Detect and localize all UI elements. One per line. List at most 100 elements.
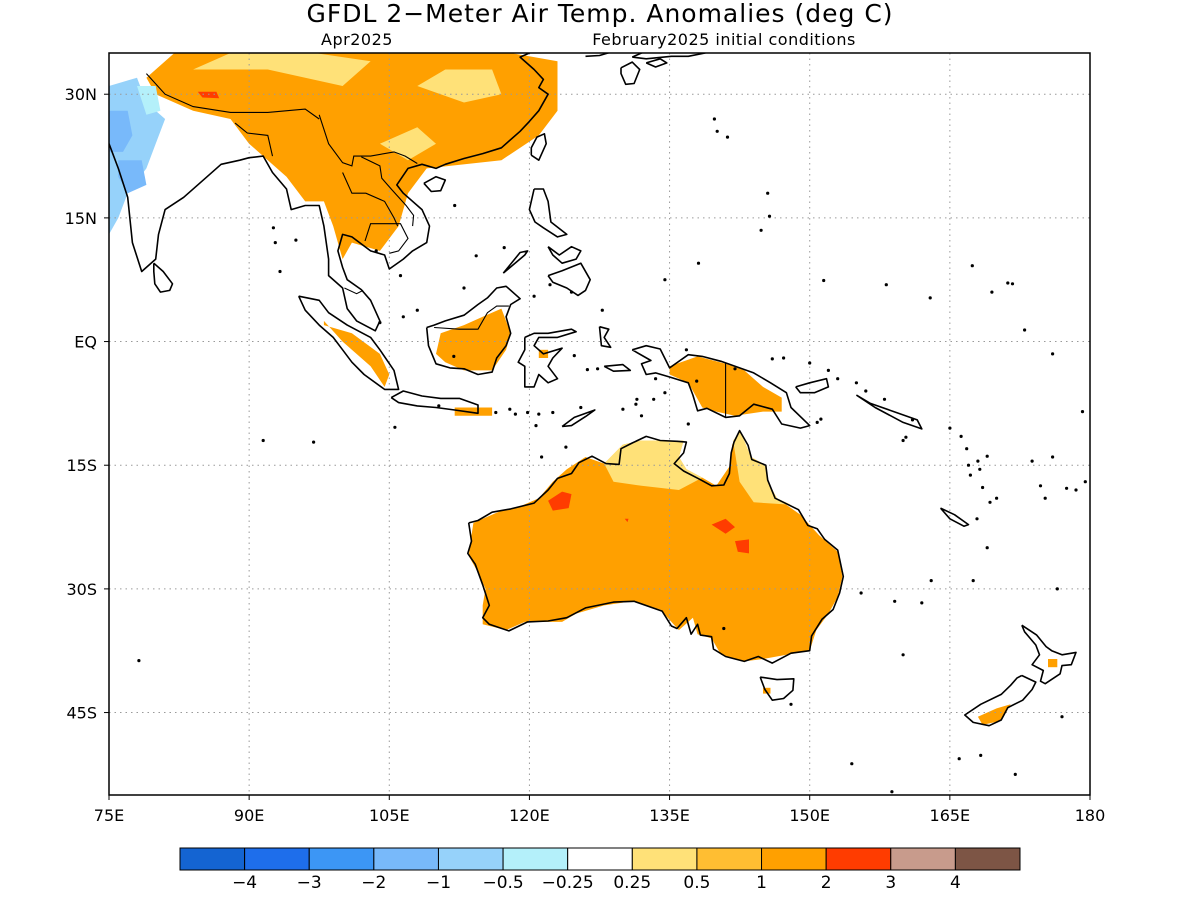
anomaly-region-nz-north: [1048, 659, 1058, 668]
island-mark: [959, 434, 963, 438]
colorbar-label: −0.5: [482, 873, 523, 893]
valid-month-label: Apr2025: [321, 30, 393, 49]
island-mark: [981, 485, 985, 490]
colorbar-label: 3: [885, 873, 896, 893]
china-india-border: [145, 73, 320, 120]
y-tick-label: 15N: [65, 209, 97, 228]
colorbar-swatch: [179, 847, 246, 871]
island-mark: [537, 412, 541, 416]
island-mark: [975, 517, 979, 521]
island-mark: [401, 315, 405, 319]
island-mark: [378, 321, 382, 325]
x-tick-label: 75E: [94, 806, 124, 825]
asia-mainland-coast: [109, 53, 549, 332]
bangladesh-border: [234, 122, 274, 157]
island-mark: [294, 238, 298, 242]
island-mark: [508, 407, 512, 411]
island-mark: [654, 377, 658, 381]
island-mark: [1051, 455, 1055, 459]
anomaly-region-tibet-high: [193, 53, 371, 86]
island-mark: [548, 283, 552, 287]
gridlines: [109, 53, 1090, 795]
island-mark: [1023, 328, 1027, 332]
philippines-visayas: [547, 245, 582, 265]
new-caledonia-coast: [939, 507, 970, 528]
sri-lanka-coast: [153, 262, 174, 293]
y-tick-label: 15S: [66, 456, 97, 475]
korea-coast: [585, 53, 619, 58]
colorbar-label: −4: [232, 873, 257, 893]
taiwan-coast: [530, 133, 548, 161]
x-tick-label: 90E: [234, 806, 264, 825]
anomaly-region-aus-kimberley-hot: [548, 491, 572, 511]
island-mark: [957, 757, 961, 761]
island-mark: [901, 653, 905, 657]
anomaly-region-india-cool-3: [118, 160, 147, 194]
sulawesi-coast: [517, 328, 577, 388]
anomaly-region-sumatra: [323, 320, 390, 387]
island-mark: [759, 228, 763, 232]
colorbar: −4 −3 −2 −1 −0.5 −0.25 0.25 0.5 1 2 3 4: [179, 847, 1021, 893]
islands-layer: [137, 117, 1087, 794]
island-mark: [850, 762, 854, 766]
x-tick-label: 165E: [930, 806, 971, 825]
island-mark: [815, 420, 819, 424]
island-mark: [585, 368, 590, 372]
island-mark: [532, 294, 536, 298]
island-mark: [1043, 496, 1047, 500]
anomaly-region-india-cool-2: [109, 110, 133, 152]
colorbar-swatch: [825, 847, 892, 871]
anomaly-region-aus-nt-hot: [624, 518, 629, 523]
y-tick-label: 30N: [65, 85, 97, 104]
island-mark: [901, 438, 905, 443]
island-mark: [1083, 480, 1087, 484]
island-mark: [462, 286, 466, 290]
island-mark: [686, 422, 690, 426]
myanmar-border: [318, 114, 418, 167]
y-tick-label: 30S: [66, 580, 97, 599]
island-mark: [770, 357, 774, 361]
island-mark: [398, 274, 403, 278]
island-mark: [826, 368, 831, 372]
island-mark: [985, 546, 989, 550]
colorbar-label: −0.25: [542, 873, 594, 893]
island-mark: [976, 459, 980, 463]
philippines-luzon: [528, 188, 568, 238]
island-mark: [968, 473, 973, 477]
anomaly-region-java-bali: [454, 407, 493, 416]
colorbar-label: 2: [821, 873, 832, 893]
anomaly-region-asia-mainland: [146, 53, 558, 260]
colorbar-label: 0.25: [613, 873, 651, 893]
island-mark: [652, 397, 656, 401]
colorbar-swatch: [244, 847, 310, 871]
island-mark: [1006, 281, 1010, 285]
island-mark: [948, 426, 952, 430]
island-mark: [684, 348, 689, 352]
colorbar-swatch: [696, 847, 763, 871]
island-mark: [1010, 282, 1015, 286]
island-mark: [854, 381, 859, 385]
island-mark: [733, 367, 737, 371]
nz-north-coast: [1021, 624, 1077, 685]
initial-conditions-label: February2025 initial conditions: [592, 30, 856, 49]
borders-layer: [145, 73, 727, 417]
island-mark: [278, 269, 282, 274]
philippines-palawan: [502, 250, 529, 274]
latitude-axis: 30N 15N EQ 15S 30S 45S: [65, 85, 109, 723]
island-mark: [1080, 410, 1085, 414]
tasmania-coast: [759, 676, 795, 702]
island-mark: [1038, 484, 1043, 488]
japan-kyushu-coast: [620, 61, 641, 86]
colorbar-swatch: [567, 847, 633, 871]
java-coast: [390, 390, 479, 415]
anomaly-region-aus-qld-hot-1: [711, 518, 735, 534]
colorbar-swatch: [373, 847, 439, 871]
island-mark: [569, 290, 574, 294]
island-mark: [890, 790, 894, 794]
australia-coast: [466, 429, 845, 664]
hainan-coast: [423, 175, 447, 193]
japan-honshu-coast: [631, 53, 706, 60]
colorbar-swatch: [761, 847, 827, 871]
halmahera-coast: [598, 325, 612, 349]
